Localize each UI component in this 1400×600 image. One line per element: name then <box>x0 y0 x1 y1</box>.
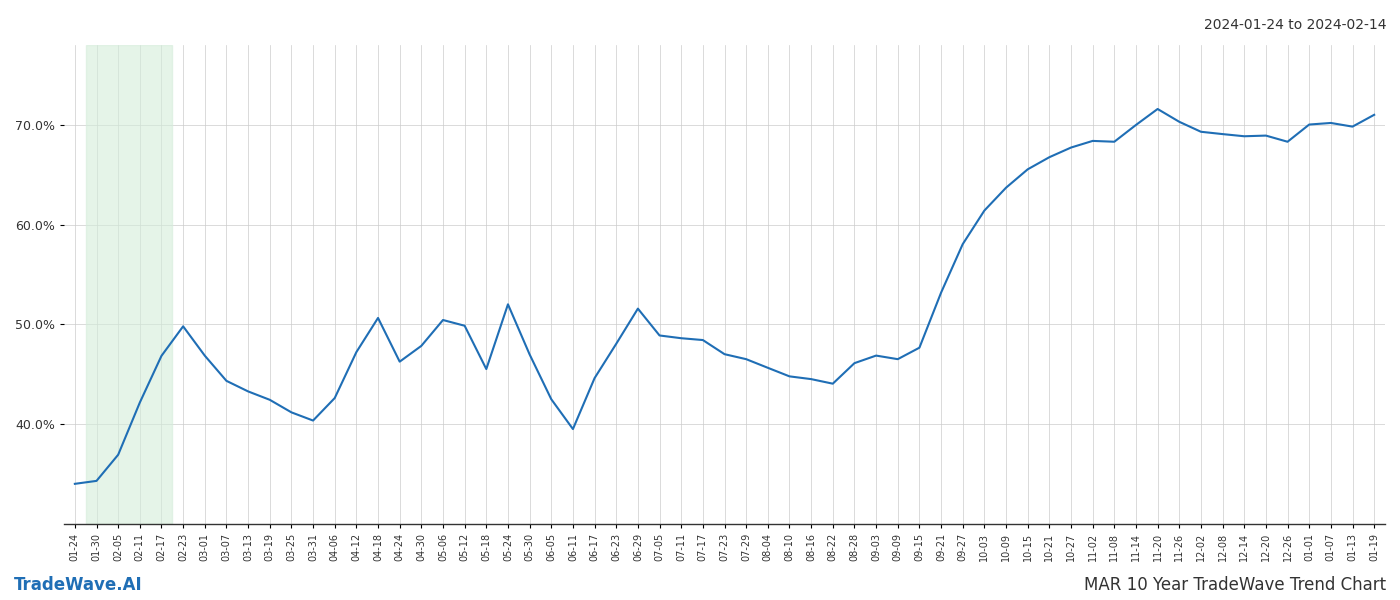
Bar <box>85 45 172 524</box>
Text: MAR 10 Year TradeWave Trend Chart: MAR 10 Year TradeWave Trend Chart <box>1084 576 1386 594</box>
Text: TradeWave.AI: TradeWave.AI <box>14 576 143 594</box>
Text: 2024-01-24 to 2024-02-14: 2024-01-24 to 2024-02-14 <box>1204 18 1386 32</box>
